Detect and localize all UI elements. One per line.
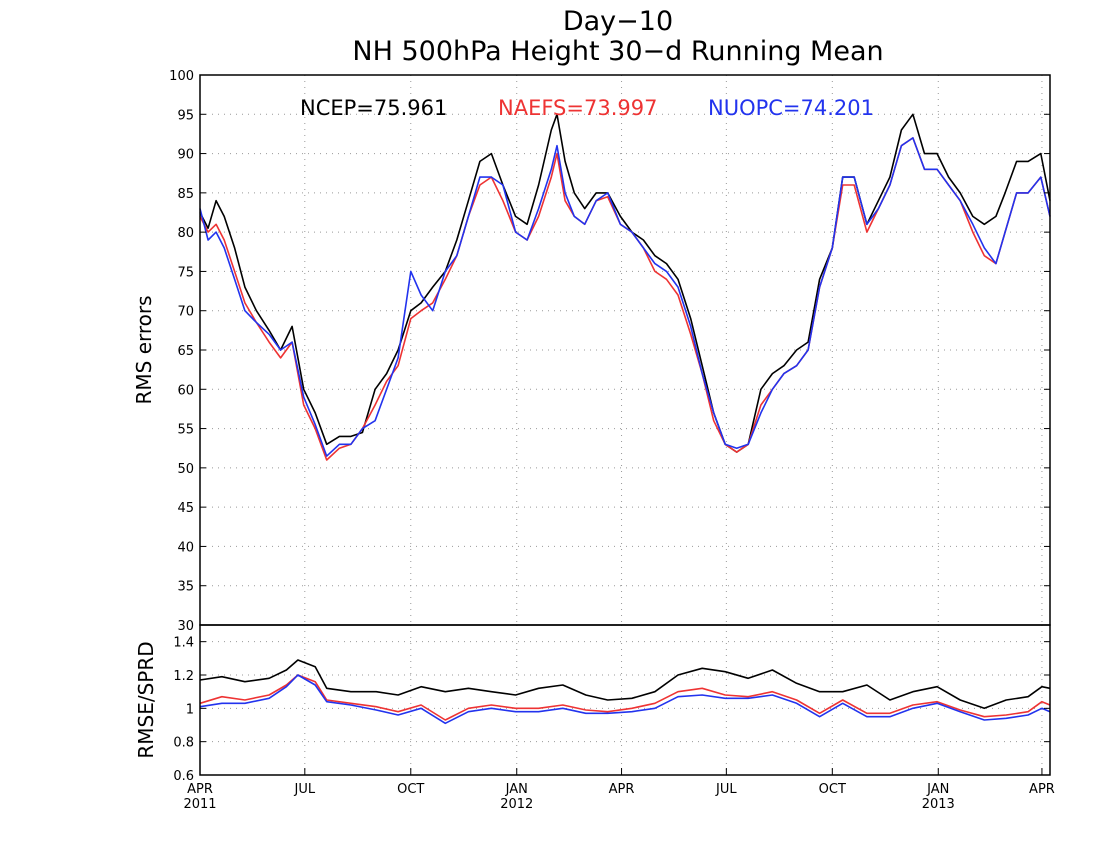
- y-tick-label: 50: [177, 462, 194, 477]
- y-tick-label: 65: [177, 344, 194, 359]
- bottom-y-axis-label: RMSE/SPRD: [134, 641, 158, 758]
- series-line-naefs-ratio: [199, 674, 1051, 721]
- series-line-ncep-ratio: [199, 659, 1051, 710]
- y-tick-label: 30: [177, 619, 194, 634]
- y-tick-label: 85: [177, 187, 194, 202]
- y-tick-label: 100: [169, 69, 194, 84]
- y-tick-label: 0.8: [173, 736, 194, 751]
- series-line-nuopc: [199, 137, 1051, 457]
- top-y-axis-label: RMS errors: [132, 295, 156, 404]
- series-line-naefs: [199, 137, 1051, 461]
- y-tick-label: 95: [177, 108, 194, 123]
- series-line-ncep: [199, 113, 1051, 453]
- y-tick-label: 60: [177, 383, 194, 398]
- x-tick-label: JUL: [294, 782, 316, 797]
- y-tick-label: 35: [177, 580, 194, 595]
- x-tick-label: APR: [1029, 782, 1055, 797]
- x-tick-label: OCT: [397, 782, 424, 797]
- y-tick-label: 80: [177, 226, 194, 241]
- stat-label-ncep: NCEP=75.961: [300, 96, 447, 120]
- x-tick-year-label: 2011: [183, 797, 216, 812]
- y-tick-label: 1.2: [173, 669, 194, 684]
- series-layer: [199, 113, 1051, 725]
- stat-label-nuopc: NUOPC=74.201: [708, 96, 874, 120]
- axis-layer: 30 35 40 45 50 55 60 65 70 75 80 85 90 95 100 0.6 0.8 1 1.…: [169, 69, 1055, 812]
- stat-label-naefs: NAEFS=73.997: [498, 96, 657, 120]
- chart-subtitle: NH 500hPa Height 30−d Running Mean: [352, 36, 883, 67]
- x-tick-label: JUL: [715, 782, 737, 797]
- x-tick-label: JAN: [926, 782, 949, 797]
- y-tick-label: 55: [177, 423, 194, 438]
- y-tick-label: 1: [186, 702, 194, 717]
- series-line-nuopc-ratio: [199, 674, 1051, 725]
- x-tick-label: APR: [187, 782, 213, 797]
- y-tick-label: 1.4: [173, 636, 194, 651]
- y-tick-label: 0.6: [173, 769, 194, 784]
- chart-title: Day−10: [563, 6, 673, 37]
- y-tick-label: 40: [177, 540, 194, 555]
- top-panel-frame: [199, 74, 1051, 626]
- y-tick-label: 45: [177, 501, 194, 516]
- x-tick-year-label: 2013: [922, 797, 955, 812]
- grid-layer: [200, 75, 1050, 775]
- y-tick-label: 75: [177, 265, 194, 280]
- x-tick-label: APR: [609, 782, 635, 797]
- y-tick-label: 90: [177, 148, 194, 163]
- y-tick-label: 70: [177, 305, 194, 320]
- x-tick-year-label: 2012: [500, 797, 533, 812]
- bottom-panel-frame: [199, 624, 1051, 776]
- x-tick-label: JAN: [505, 782, 528, 797]
- x-tick-label: OCT: [819, 782, 846, 797]
